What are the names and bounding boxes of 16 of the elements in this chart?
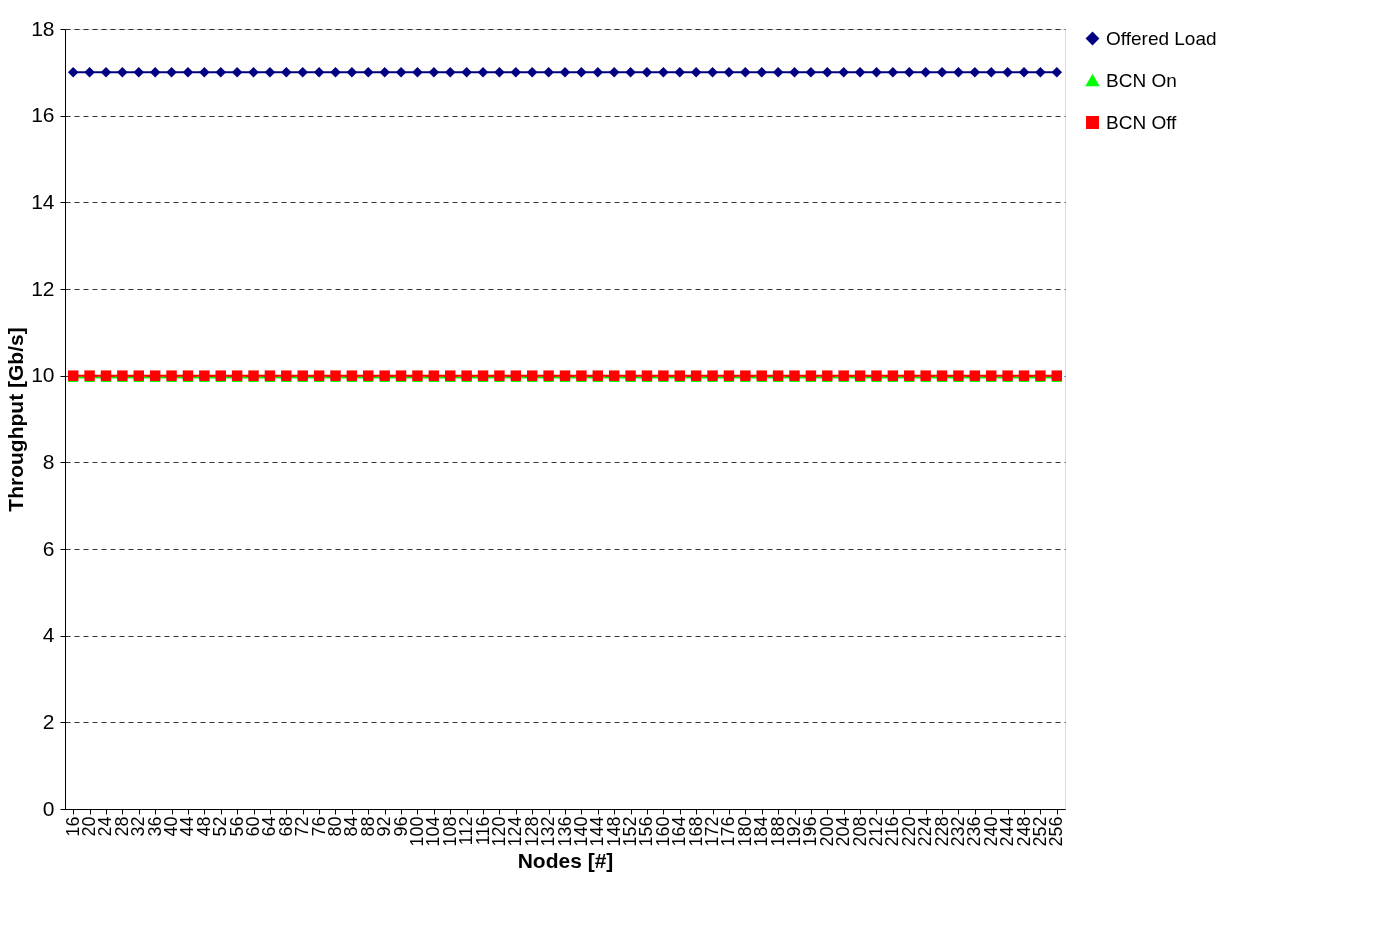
y-tick-label: 14	[31, 189, 55, 213]
y-axis-title: Throughput [Gb/s]	[4, 327, 28, 512]
legend-label: Offered Load	[1106, 27, 1217, 49]
y-tick-label: 12	[31, 276, 55, 300]
legend-label: BCN On	[1106, 69, 1177, 91]
legend-label: BCN Off	[1106, 111, 1178, 133]
x-tick-label: 16	[62, 816, 83, 837]
y-tick-label: 0	[42, 796, 55, 820]
y-tick-label: 4	[42, 623, 55, 647]
y-tick-label: 6	[42, 536, 55, 560]
x-axis-title: Nodes [#]	[517, 848, 614, 872]
y-tick-label: 18	[31, 16, 55, 40]
y-tick-label: 10	[31, 363, 55, 387]
y-tick-label: 8	[42, 449, 55, 473]
y-tick-label: 16	[31, 103, 55, 127]
y-tick-label: 2	[42, 709, 55, 733]
